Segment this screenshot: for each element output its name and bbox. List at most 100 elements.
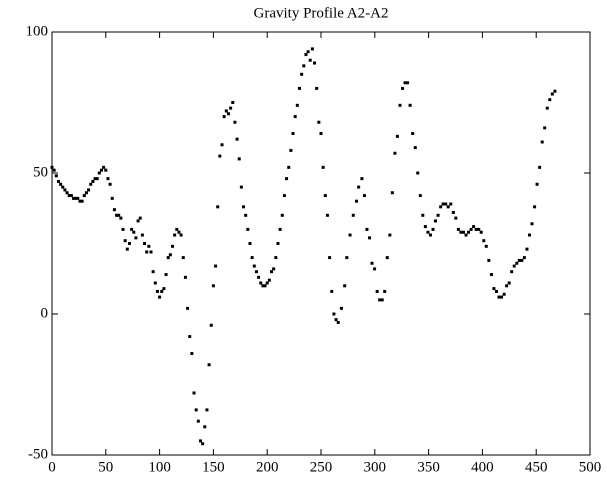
point	[500, 295, 504, 299]
point	[345, 256, 349, 260]
point	[145, 250, 149, 254]
point	[82, 194, 86, 198]
point	[360, 177, 364, 181]
point	[510, 270, 514, 274]
point	[365, 227, 369, 231]
point	[362, 194, 366, 198]
point	[201, 442, 205, 446]
x-tick-label: 50	[98, 459, 113, 475]
point	[123, 239, 127, 243]
point	[278, 227, 282, 231]
point	[469, 227, 473, 231]
point	[383, 289, 387, 293]
point	[104, 168, 108, 172]
point	[216, 205, 220, 209]
point	[248, 242, 252, 245]
point	[431, 227, 435, 231]
point	[265, 281, 269, 285]
point	[149, 250, 153, 254]
point	[151, 270, 155, 274]
point	[378, 298, 382, 302]
point	[306, 50, 310, 54]
point	[295, 103, 299, 107]
point	[196, 419, 200, 423]
point	[454, 216, 458, 220]
point	[538, 165, 542, 169]
point	[125, 247, 129, 251]
point	[209, 323, 213, 327]
point	[533, 205, 537, 209]
point	[528, 233, 532, 237]
point	[229, 106, 233, 110]
point	[134, 236, 138, 240]
point	[250, 256, 254, 260]
point	[171, 244, 175, 248]
x-tick-label: 250	[310, 459, 333, 475]
point	[147, 244, 151, 248]
point	[461, 230, 465, 234]
point	[357, 185, 361, 189]
point	[439, 205, 443, 209]
x-tick-label: 500	[579, 459, 602, 475]
point	[91, 179, 95, 183]
point	[132, 230, 136, 234]
point	[315, 86, 319, 90]
point	[479, 230, 483, 234]
point	[507, 281, 511, 285]
point	[181, 256, 185, 260]
point	[289, 148, 293, 152]
point	[451, 210, 455, 214]
point	[282, 194, 286, 198]
point	[69, 194, 73, 198]
point	[436, 213, 440, 217]
point	[446, 205, 450, 209]
point	[97, 171, 101, 175]
point	[395, 134, 399, 138]
point	[334, 318, 338, 322]
point	[520, 258, 524, 262]
point	[214, 264, 218, 268]
point	[205, 408, 209, 412]
point	[408, 103, 412, 107]
point	[237, 157, 241, 161]
point	[158, 295, 162, 299]
x-tick-label: 450	[525, 459, 548, 475]
point	[87, 188, 91, 192]
point	[522, 256, 526, 260]
point	[548, 98, 552, 102]
point	[173, 233, 177, 237]
point	[244, 213, 248, 217]
point	[321, 165, 325, 169]
point	[423, 225, 427, 229]
point	[543, 126, 547, 130]
point	[502, 292, 506, 296]
point	[287, 165, 291, 169]
point	[127, 242, 131, 245]
point	[183, 275, 187, 279]
point	[194, 408, 198, 412]
point	[115, 213, 119, 217]
point	[302, 64, 306, 68]
point	[351, 213, 355, 217]
point	[56, 179, 60, 183]
point	[80, 199, 84, 203]
point	[482, 239, 486, 243]
point	[270, 270, 274, 274]
point	[211, 284, 215, 288]
point	[319, 132, 323, 136]
point	[441, 202, 445, 206]
point	[50, 165, 54, 169]
point	[388, 233, 392, 237]
point	[110, 196, 114, 200]
point	[332, 312, 336, 316]
point	[218, 154, 222, 158]
y-tick-label: 100	[26, 23, 49, 39]
point	[222, 115, 226, 119]
point	[162, 287, 166, 291]
point	[535, 182, 539, 186]
point	[188, 335, 192, 339]
point	[84, 191, 88, 195]
point	[428, 233, 432, 237]
point	[220, 143, 224, 147]
point	[494, 289, 498, 293]
